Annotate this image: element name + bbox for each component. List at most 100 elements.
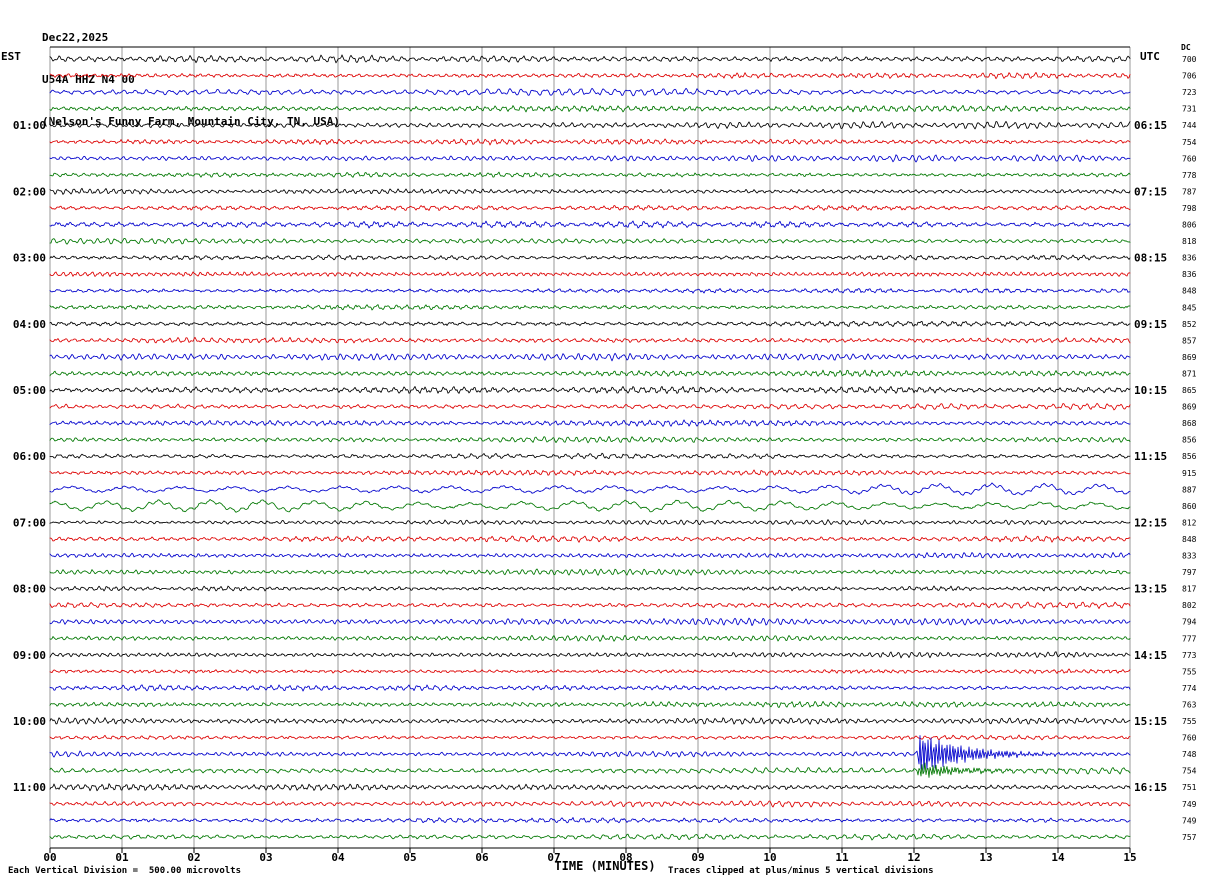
x-tick-label: 11: [835, 851, 849, 864]
dc-offset-value: 763: [1182, 700, 1197, 709]
trace-row-39: [49, 700, 1131, 709]
utc-hour-label: 14:15: [1134, 649, 1167, 662]
utc-hour-label: 06:15: [1134, 119, 1167, 132]
trace-row-25: [49, 469, 1131, 476]
trace-row-16: [49, 320, 1131, 328]
utc-hour-label: 07:15: [1134, 185, 1167, 198]
est-hour-label: 07:00: [13, 516, 46, 529]
dc-offset-value: 773: [1182, 651, 1197, 660]
trace-row-24: [49, 452, 1131, 460]
trace-row-21: [49, 402, 1131, 411]
trace-row-3: [49, 104, 1131, 113]
dc-offset-value: 749: [1182, 800, 1197, 809]
x-tick-label: 05: [403, 851, 416, 864]
dc-offset-value: 856: [1182, 436, 1197, 445]
est-hour-label: 09:00: [13, 649, 46, 662]
trace-row-46: [49, 817, 1131, 824]
dc-offset-value: 778: [1182, 171, 1197, 180]
trace-row-26: [49, 482, 1131, 496]
dc-offset-value: 868: [1182, 419, 1197, 428]
x-tick-label: 02: [187, 851, 200, 864]
trace-row-34: [49, 617, 1131, 627]
trace-row-42: [49, 735, 1131, 773]
dc-offset-value: 871: [1182, 369, 1197, 378]
dc-offset-value: 798: [1182, 204, 1197, 213]
dc-offset-value: 760: [1182, 154, 1197, 163]
x-axis-title: TIME (MINUTES): [554, 859, 656, 873]
trace-row-14: [49, 288, 1131, 294]
dc-offset-value: 706: [1182, 72, 1197, 81]
trace-row-9: [49, 204, 1131, 211]
dc-offset-value: 757: [1182, 833, 1197, 842]
utc-hour-label: 10:15: [1134, 384, 1167, 397]
date-label: Dec22,2025: [42, 31, 109, 44]
dc-offset-value: 915: [1182, 469, 1197, 478]
est-hour-label: 10:00: [13, 715, 46, 728]
x-tick-label: 07: [547, 851, 560, 864]
dc-offset-value: 723: [1182, 88, 1197, 97]
trace-row-7: [49, 171, 1131, 178]
x-tick-label: 01: [115, 851, 129, 864]
utc-hour-label: 12:15: [1134, 516, 1167, 529]
trace-row-5: [49, 138, 1131, 146]
x-tick-label: 10: [763, 851, 776, 864]
dc-offset-value: 887: [1182, 485, 1197, 494]
dc-offset-value: 869: [1182, 353, 1197, 362]
trace-row-47: [49, 833, 1131, 841]
utc-hour-label: 09:15: [1134, 318, 1167, 331]
dc-offset-value: 700: [1182, 55, 1197, 64]
dc-offset-value: 754: [1182, 767, 1197, 776]
trace-row-8: [49, 187, 1131, 195]
dc-offset-value: 833: [1182, 552, 1197, 561]
dc-offset-value: 845: [1182, 303, 1197, 312]
trace-row-38: [49, 684, 1131, 692]
x-tick-label: 06: [475, 851, 489, 864]
trace-row-27: [49, 499, 1131, 513]
dc-offset-value: 731: [1182, 105, 1197, 114]
trace-row-0: [49, 54, 1131, 64]
trace-row-31: [49, 568, 1131, 576]
trace-row-11: [49, 237, 1131, 245]
dc-offset-value: 755: [1182, 667, 1197, 676]
trace-row-44: [49, 783, 1131, 792]
trace-row-37: [49, 668, 1131, 674]
x-tick-label: 08: [619, 851, 632, 864]
dc-offset-value: 817: [1182, 585, 1197, 594]
trace-row-18: [49, 352, 1131, 362]
trace-row-4: [49, 120, 1131, 130]
dc-offset-value: 806: [1182, 221, 1197, 230]
trace-row-20: [49, 385, 1131, 394]
trace-row-45: [49, 800, 1131, 808]
dc-offset-value: 852: [1182, 320, 1197, 329]
est-hour-label: 04:00: [13, 318, 46, 331]
dc-offset-value: 774: [1182, 684, 1197, 693]
trace-row-43: [49, 762, 1131, 778]
utc-hour-label: 15:15: [1134, 715, 1167, 728]
x-tick-label: 00: [43, 851, 56, 864]
trace-row-6: [49, 154, 1131, 163]
trace-row-15: [49, 304, 1131, 311]
utc-hour-label: 11:15: [1134, 450, 1167, 463]
dc-offset-value: 744: [1182, 121, 1197, 130]
utc-hour-label: 16:15: [1134, 781, 1167, 794]
x-tick-label: 15: [1123, 851, 1136, 864]
x-tick-label: 09: [691, 851, 704, 864]
utc-hour-label: 08:15: [1134, 252, 1167, 265]
trace-row-22: [49, 419, 1131, 427]
x-tick-label: 04: [331, 851, 345, 864]
dc-offset-value: 748: [1182, 750, 1197, 759]
dc-offset-value: 794: [1182, 618, 1197, 627]
left-timezone-label: EST: [1, 50, 21, 63]
dc-offset-value: 751: [1182, 783, 1197, 792]
dc-offset-value: 836: [1182, 254, 1197, 263]
utc-hour-label: 13:15: [1134, 583, 1167, 596]
trace-row-33: [49, 601, 1131, 610]
dc-offset-value: 856: [1182, 452, 1197, 461]
trace-row-1: [49, 71, 1131, 80]
dc-offset-value: 802: [1182, 601, 1197, 610]
dc-offset-value: 848: [1182, 287, 1197, 296]
right-timezone-label: UTC: [1140, 50, 1160, 63]
dc-offset-value: 797: [1182, 568, 1197, 577]
